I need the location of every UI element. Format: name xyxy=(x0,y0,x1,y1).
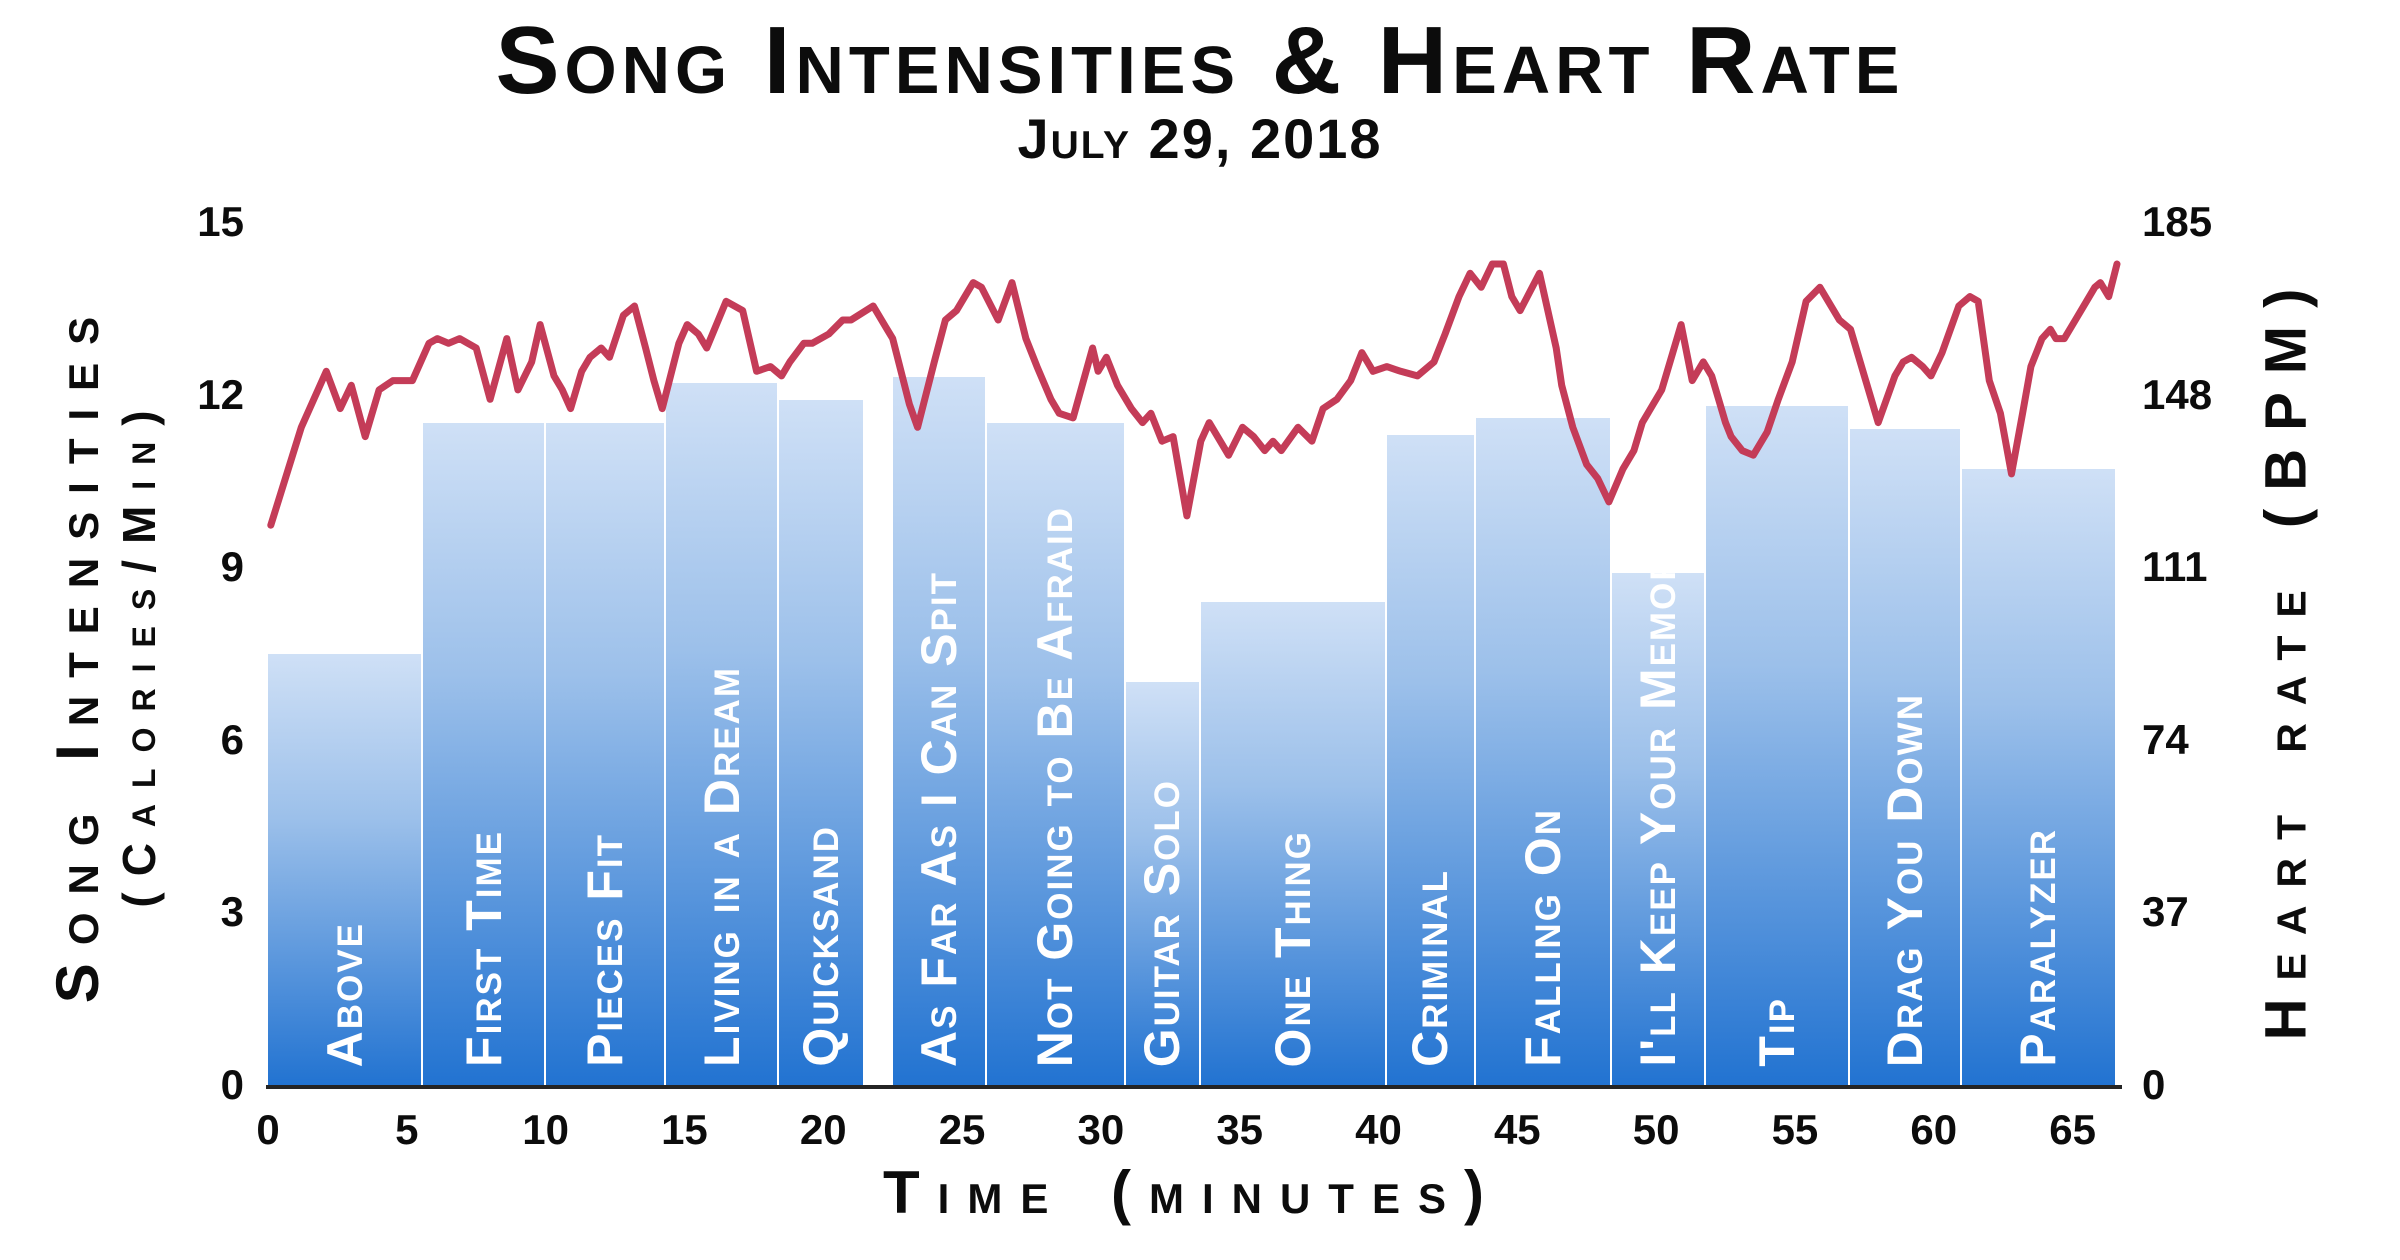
y-right-tick-111: 111 xyxy=(2142,543,2208,591)
x-tick-0: 0 xyxy=(256,1106,280,1153)
x-tick-25: 25 xyxy=(938,1106,986,1153)
bar-i-ll-keep-your-memory-vague: I'll Keep Your Memory Vague xyxy=(1611,369,1705,1085)
y-left-tick-12: 12 xyxy=(197,370,244,418)
bar-as-far-as-i-can-spit: As Far As I Can Spit xyxy=(892,377,986,1085)
x-tick-40: 40 xyxy=(1355,1106,1402,1153)
bar-criminal: Criminal xyxy=(1386,434,1474,1085)
bar-drag-you-down: Drag You Down xyxy=(1850,429,1960,1085)
y-right-tick-148: 148 xyxy=(2142,370,2213,418)
y-axis-label-left-line1: Song Intensities xyxy=(44,298,111,1004)
x-tick-45: 45 xyxy=(1493,1106,1541,1153)
x-tick-50: 50 xyxy=(1632,1106,1680,1153)
y-left-tick-9: 9 xyxy=(220,543,244,591)
bar-falling-on: Falling On xyxy=(1475,417,1610,1085)
x-tick-20: 20 xyxy=(799,1106,847,1153)
x-tick-10: 10 xyxy=(522,1106,569,1153)
y-right-tick-185: 185 xyxy=(2142,198,2213,245)
x-tick-55: 55 xyxy=(1771,1106,1819,1153)
y-left-tick-15: 15 xyxy=(197,198,244,245)
bar-not-going-to-be-afraid: Not Going to Be Afraid xyxy=(987,423,1124,1085)
bar-one-thing: One Thing xyxy=(1200,601,1385,1085)
y-left-tick-3: 3 xyxy=(220,888,244,936)
y-left-tick-0: 0 xyxy=(220,1061,244,1108)
x-tick-35: 35 xyxy=(1216,1106,1264,1153)
bar-guitar-solo: Guitar Solo xyxy=(1125,682,1199,1085)
bar-above: Above xyxy=(268,653,422,1085)
x-axis-line xyxy=(266,1085,2122,1089)
x-tick-5: 5 xyxy=(395,1106,419,1153)
bar-pieces-fit: Pieces Fit xyxy=(545,423,665,1085)
bar-first-time: First Time xyxy=(423,423,544,1085)
plot-area: Above First Time Pieces Fit Living in a Dre… xyxy=(267,150,2121,1085)
x-tick-15: 15 xyxy=(661,1106,708,1153)
x-tick-65: 65 xyxy=(2049,1106,2096,1153)
heart-rate-line-layer xyxy=(267,260,2121,529)
y-right-tick-74: 74 xyxy=(2142,715,2189,763)
chart-subtitle: July 29, 2018 xyxy=(1017,107,1383,170)
chart-title: Song Intensities & Heart Rate xyxy=(495,7,1905,114)
x-axis-label: Time (minutes) xyxy=(883,1159,1502,1226)
bar-tip: Tip xyxy=(1706,406,1849,1085)
bar-paralyzer: Paralyzer xyxy=(1961,469,2115,1085)
x-tick-60: 60 xyxy=(1910,1106,1958,1153)
x-tick-30: 30 xyxy=(1077,1106,1125,1153)
y-right-tick-0: 0 xyxy=(2142,1061,2166,1108)
bar-quicksand: Quicksand xyxy=(778,400,863,1085)
bar-living-in-a-dream: Living in a Dream xyxy=(666,383,777,1085)
y-left-tick-6: 6 xyxy=(220,715,244,763)
y-right-tick-37: 37 xyxy=(2142,888,2189,936)
heart-rate-line xyxy=(267,260,2121,529)
